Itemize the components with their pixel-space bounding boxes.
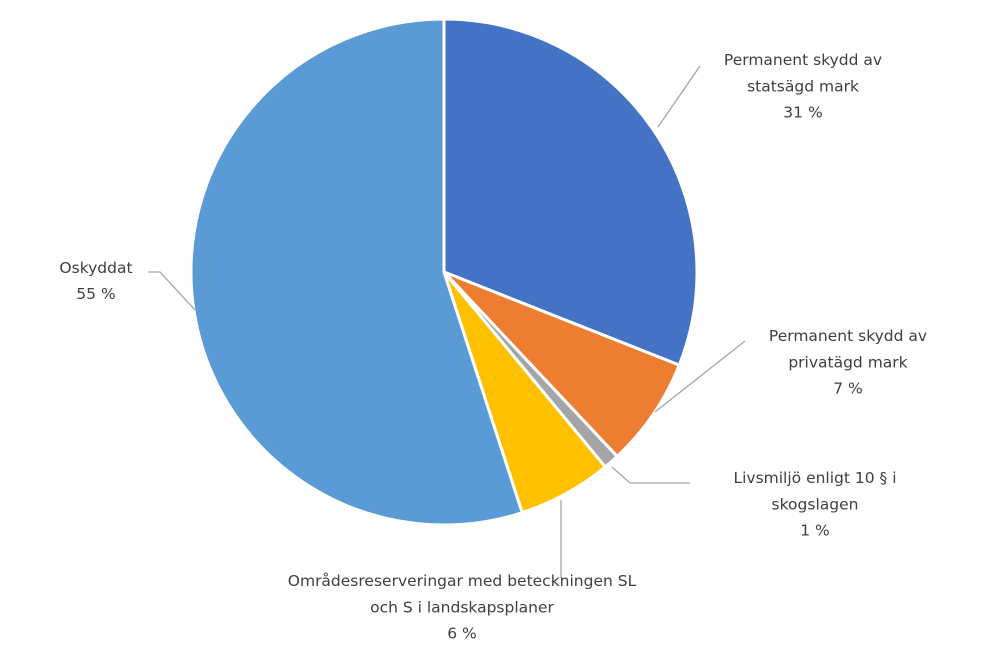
value-label: 1 % (800, 522, 830, 540)
label-line: och S i landskapsplaner (370, 598, 554, 616)
value-label: 6 % (447, 625, 477, 643)
label-line: Områdesreserveringar med beteckningen SL (288, 572, 637, 590)
leader-line (148, 271, 196, 311)
value-label: 55 % (76, 285, 115, 303)
leader-line (654, 340, 746, 413)
pie-slice (442, 270, 682, 459)
label-line: Permanent skydd av (724, 51, 882, 69)
category-label: Områdesreserveringar med beteckningen SL… (288, 572, 637, 617)
category-label: Permanent skydd av statsägd mark (724, 51, 882, 96)
pie-slice (442, 17, 699, 368)
leader-line (657, 65, 701, 128)
label-line: privatägd mark (788, 353, 907, 371)
category-label: Oskyddat (59, 259, 132, 277)
label-line: Permanent skydd av (769, 327, 927, 345)
label-line: skogslagen (772, 495, 859, 513)
label-line: Oskyddat (59, 259, 132, 277)
label-line: statsägd mark (747, 77, 859, 95)
label-line: Livsmiljö enligt 10 § i (733, 469, 896, 487)
leader-line (611, 466, 690, 484)
value-label: 31 % (783, 104, 822, 122)
pie-slice (189, 17, 525, 527)
category-label: Livsmiljö enligt 10 § i skogslagen (733, 469, 896, 514)
value-label: 7 % (833, 380, 863, 398)
category-label: Permanent skydd av privatägd mark (769, 327, 927, 372)
